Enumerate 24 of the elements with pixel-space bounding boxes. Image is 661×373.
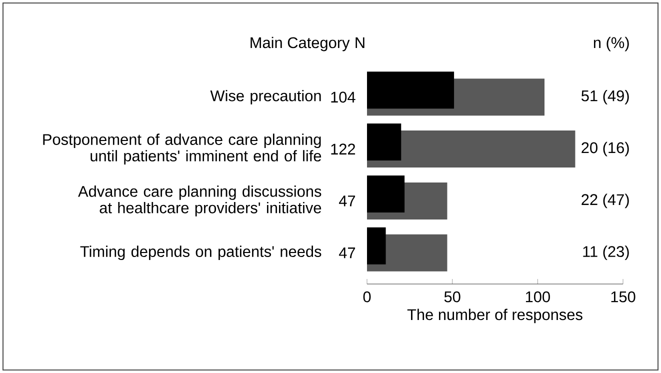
- y-tick-label: Postponement of advance care planning until patients' imminent end of life: [43, 134, 322, 164]
- data-label: 122: [331, 144, 356, 154]
- data-label: 22 (47): [582, 194, 629, 208]
- data-label: 20 (16): [582, 142, 629, 156]
- data-label: 104: [331, 92, 356, 103]
- data-label: 47: [338, 248, 356, 258]
- data-label: 47: [338, 196, 356, 206]
- x-tick-label: 0: [363, 291, 371, 302]
- y-tick-label: Timing depends on patients' needs: [80, 246, 322, 260]
- x-tick-label: 100: [526, 291, 550, 302]
- data-label: 51 (49): [582, 90, 629, 104]
- x-tick-label: 150: [611, 291, 636, 302]
- bar: [367, 227, 386, 264]
- y-tick-label: Advance care planning discussions at healthcare providers' initiative: [78, 186, 322, 216]
- y-tick-label: Wise precaution: [210, 90, 321, 104]
- text: n (%): [594, 36, 629, 52]
- x-axis-title: The number of responses: [407, 308, 582, 324]
- data-label: 11 (23): [583, 246, 629, 260]
- x-tick-label: 50: [444, 291, 460, 302]
- bar: [367, 72, 454, 109]
- text: Main Category: [250, 36, 350, 52]
- text: N: [356, 37, 364, 48]
- bar: [367, 124, 402, 161]
- bar: [367, 175, 405, 212]
